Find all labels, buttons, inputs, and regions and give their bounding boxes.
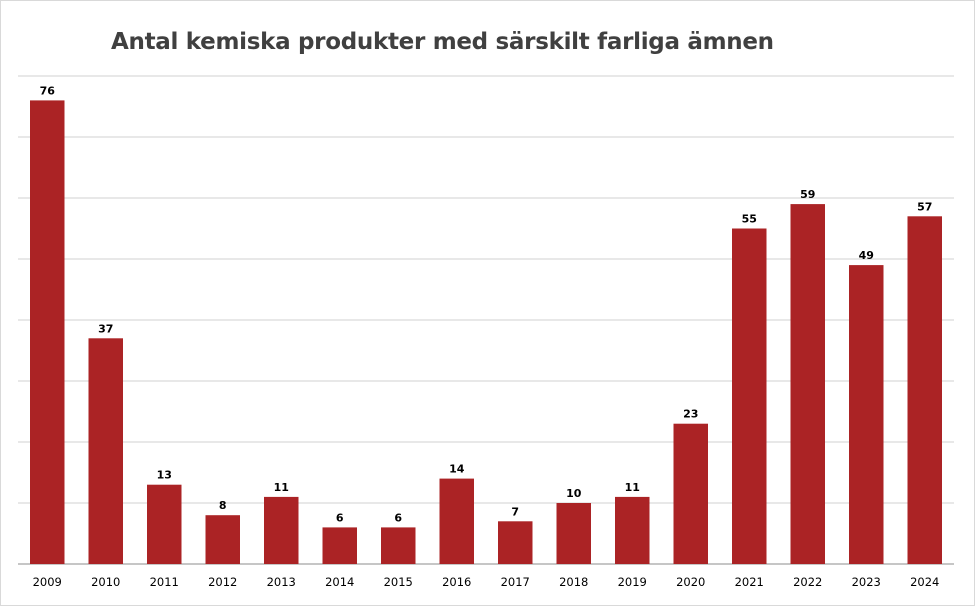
- data-label-2013: 11: [274, 481, 289, 494]
- data-label-2016: 14: [449, 463, 465, 476]
- x-tick-label-2009: 2009: [33, 575, 62, 589]
- x-axis-tick-labels: 2009 2010 2011 2012 2013 2014 2015 2016 2017 2018…: [33, 575, 940, 589]
- bar-2012: [205, 515, 240, 564]
- x-tick-label-2022: 2022: [793, 575, 822, 589]
- bar-2013: [264, 496, 299, 564]
- data-label-2019: 11: [625, 481, 640, 494]
- x-tick-label-2017: 2017: [501, 575, 530, 589]
- x-tick-label-2018: 2018: [559, 575, 588, 589]
- x-tick-label-2015: 2015: [384, 575, 413, 589]
- x-tick-label-2016: 2016: [442, 575, 471, 589]
- x-tick-label-2012: 2012: [208, 575, 237, 589]
- x-tick-label-2011: 2011: [150, 575, 179, 589]
- x-tick-label-2013: 2013: [267, 575, 296, 589]
- data-label-2023: 49: [859, 249, 874, 262]
- bar-2014: [322, 527, 357, 564]
- x-tick-label-2021: 2021: [735, 575, 764, 589]
- data-label-2020: 23: [683, 408, 698, 421]
- bar-2020: [673, 423, 708, 564]
- bar-2010: [88, 338, 123, 564]
- data-label-2014: 6: [336, 511, 344, 524]
- data-label-2017: 7: [511, 505, 519, 518]
- x-tick-label-2019: 2019: [618, 575, 647, 589]
- data-label-2011: 13: [157, 469, 172, 482]
- bar-2016: [439, 478, 474, 564]
- bar-2021: [732, 228, 767, 564]
- data-label-2015: 6: [394, 511, 402, 524]
- bar-2018: [556, 503, 591, 564]
- bar-2011: [147, 484, 182, 564]
- data-label-2021: 55: [742, 213, 757, 226]
- data-label-2010: 37: [98, 322, 113, 335]
- data-label-2009: 76: [40, 84, 56, 97]
- chart-title: Antal kemiska produkter med särskilt far…: [111, 29, 774, 55]
- data-label-2022: 59: [800, 188, 815, 201]
- x-tick-label-2024: 2024: [910, 575, 939, 589]
- bar-2024: [907, 216, 942, 565]
- data-label-2012: 8: [219, 499, 227, 512]
- data-label-2024: 57: [917, 200, 932, 213]
- x-tick-label-2023: 2023: [852, 575, 881, 589]
- data-label-2018: 10: [566, 487, 582, 500]
- data-labels: 76 37 13 8 11 6 6 14 7 10 11 23 55 59 49 57: [40, 84, 933, 524]
- bar-2019: [615, 496, 650, 564]
- bar-2022: [790, 204, 825, 564]
- x-tick-label-2010: 2010: [91, 575, 120, 589]
- x-tick-label-2020: 2020: [676, 575, 705, 589]
- bar-2017: [498, 521, 533, 564]
- bar-2015: [381, 527, 416, 564]
- bar-2023: [849, 265, 884, 564]
- bars: [30, 100, 942, 565]
- bar-2009: [30, 100, 65, 565]
- x-tick-label-2014: 2014: [325, 575, 354, 589]
